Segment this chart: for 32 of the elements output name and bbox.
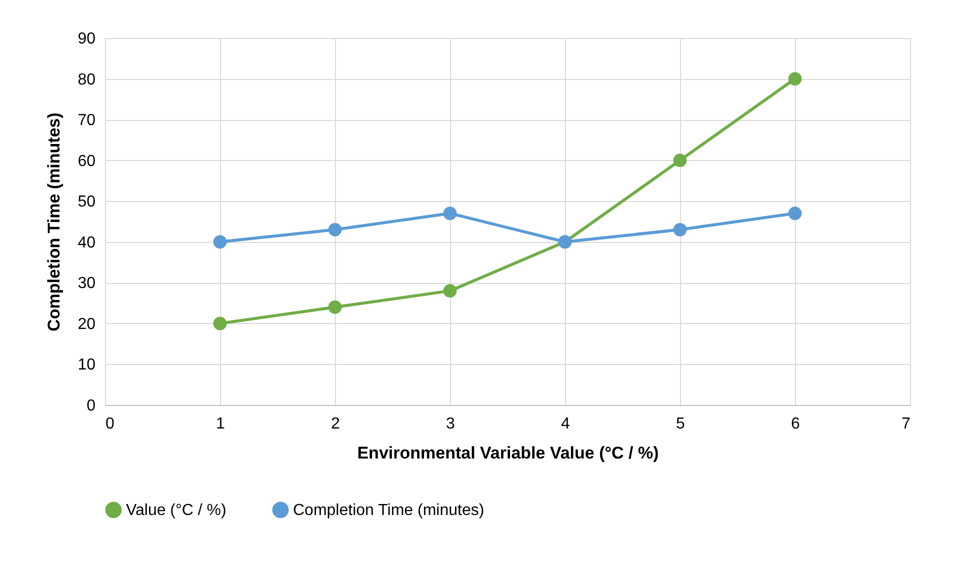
y-axis-title: Completion Time (minutes) (44, 112, 64, 332)
legend-label: Value (°C / %) (126, 502, 226, 519)
point (443, 284, 457, 298)
point (328, 222, 342, 236)
y-tick-label: 70 (78, 112, 96, 130)
y-tick-label: 0 (86, 398, 96, 414)
x-tick-label: 6 (791, 416, 800, 432)
x-axis-title: Environmental Variable Value (°C / %) (357, 444, 659, 462)
x-tick-label: 1 (216, 416, 226, 432)
point (788, 72, 802, 86)
y-tick-label: 80 (78, 71, 96, 88)
point (788, 206, 802, 220)
y-tick-label: 20 (78, 316, 96, 333)
point (213, 235, 227, 249)
y-tick-label: 60 (78, 152, 96, 170)
y-tick-label: 90 (78, 30, 96, 48)
x-tick-label: 2 (331, 416, 340, 432)
legend-label: Completion Time (minutes) (293, 502, 484, 519)
y-tick-label: 10 (78, 356, 96, 374)
point (213, 316, 227, 330)
x-tick-label: 4 (561, 416, 570, 432)
x-tick-label: 3 (446, 416, 456, 432)
y-tick-label: 30 (78, 275, 96, 292)
x-tick-label: 7 (902, 416, 911, 432)
x-tick-label: 5 (676, 416, 686, 432)
point (328, 300, 342, 314)
y-tick-label: 50 (78, 194, 96, 211)
point (673, 222, 687, 236)
y-tick-label: 40 (78, 234, 96, 252)
x-tick-label: 0 (106, 416, 114, 432)
point (443, 206, 457, 220)
point (673, 154, 687, 168)
